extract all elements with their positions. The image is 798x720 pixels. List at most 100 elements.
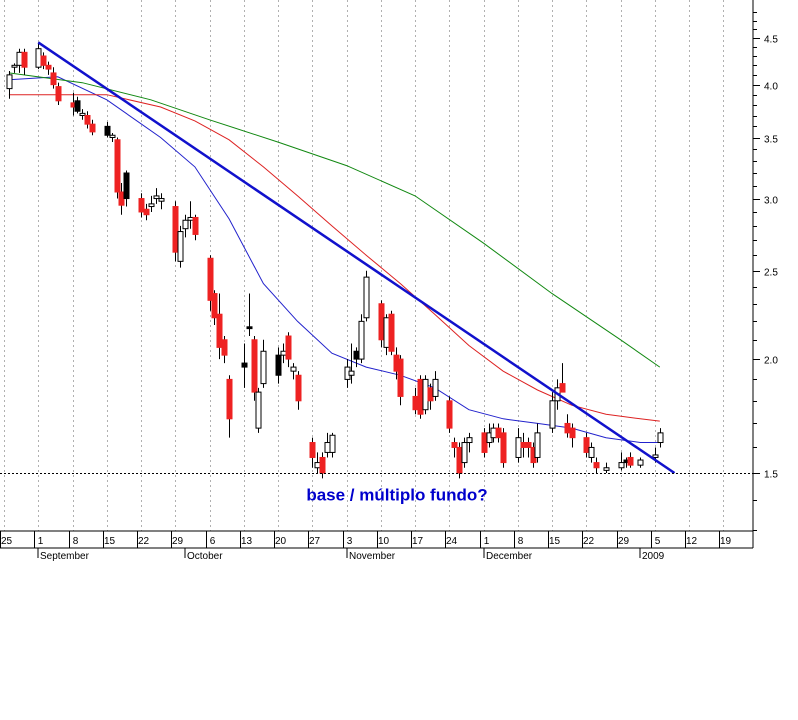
trendline-group [37,41,676,475]
candle-body [246,326,253,330]
candle-body [11,64,18,68]
candle-body [255,391,262,429]
candle-body [412,395,419,411]
candle-body [6,74,13,90]
candle-body [657,432,664,444]
x-tick-label: 6 [210,536,216,547]
candle-body [84,115,91,125]
candle-body [324,442,331,453]
candle-body [329,434,336,453]
candle-body [495,427,502,439]
candle-body [123,172,130,200]
candle-body [363,276,370,319]
candle-body [603,467,610,471]
x-tick-label: 25 [1,536,13,547]
y-tick-label: 4.5 [764,35,778,46]
month-label: September [40,551,90,562]
x-tick-label: 29 [172,536,184,547]
candle-body [79,112,86,117]
candle-body [207,257,214,301]
month-label: 2009 [642,551,665,562]
candle-body [534,432,541,458]
candle-body [627,456,634,466]
candle-body [138,198,145,213]
candles [6,42,664,479]
candle-body [432,378,439,397]
candle-body [397,358,404,397]
y-axis-ticks: 4.5 4.0 3.5 3.0 2.5 2.0 1.5 [753,12,778,531]
candle-body [55,86,62,102]
candle-body [290,366,297,372]
candle-body [490,427,497,439]
candle-body [466,437,473,444]
candle-body [148,203,155,208]
candle-body [583,437,590,453]
candle-body [211,293,218,319]
x-tick-label: 10 [378,536,390,547]
x-tick-label: 1 [38,536,44,547]
candle-body [21,51,28,68]
x-tick-label: 15 [549,536,561,547]
candle-body [446,400,453,429]
candle-body [251,339,258,393]
candle-body [515,437,522,458]
candle-body [226,378,233,420]
candle-body [295,374,302,402]
candle-body [319,456,326,474]
candle-body [456,446,463,474]
x-tick-label: 3 [347,536,353,547]
x-tick-label: 20 [275,536,287,547]
candle-body [427,387,434,402]
y-tick-label: 4.0 [764,82,778,93]
trendline [37,41,676,475]
y-tick-label: 3.5 [764,135,778,146]
x-tick-label: 8 [518,536,524,547]
candle-body [192,216,199,235]
month-label: December [486,551,533,562]
candle-body [280,350,287,356]
candle-body [388,313,395,352]
candle-body [221,339,228,356]
month-labels: September October November December 2009 [37,548,665,562]
x-tick-label: 17 [412,536,424,547]
x-tick-label: 5 [655,536,661,547]
candle-body [588,446,595,458]
candle-body [50,72,57,86]
candle-body [104,125,111,136]
candle-body [216,313,223,348]
candle-body [182,219,189,230]
candle-body [172,206,179,253]
moving-average-line [8,72,661,368]
x-tick-label: 15 [104,536,116,547]
x-tick-label: 22 [138,536,150,547]
candle-body [109,134,116,139]
candle-body [348,370,355,376]
x-tick-label: 13 [241,536,253,547]
candle-body [353,350,360,360]
y-tick-label: 2.5 [764,268,778,279]
month-label: November [349,551,396,562]
candle-body [383,317,390,348]
candle-body [593,462,600,469]
x-tick-label: 24 [446,536,458,547]
candle-body [559,383,566,393]
candle-body [422,378,429,411]
candle-body [618,462,625,469]
candle-body [520,442,527,448]
candle-body [118,191,125,206]
x-tick-label: 1 [484,536,490,547]
candle-body [45,64,52,70]
candle-body [451,442,458,448]
candle-body [74,100,81,112]
candle-body [241,362,248,368]
x-tick-label: 12 [686,536,698,547]
y-tick-label: 2.0 [764,356,778,367]
candle-body [187,216,194,221]
candle-body [89,123,96,133]
candle-body [461,442,468,464]
candle-body [285,335,292,360]
y-tick-label: 3.0 [764,196,778,207]
candle-body [309,442,316,458]
x-tick-label: 22 [583,536,595,547]
candle-body [16,51,23,66]
